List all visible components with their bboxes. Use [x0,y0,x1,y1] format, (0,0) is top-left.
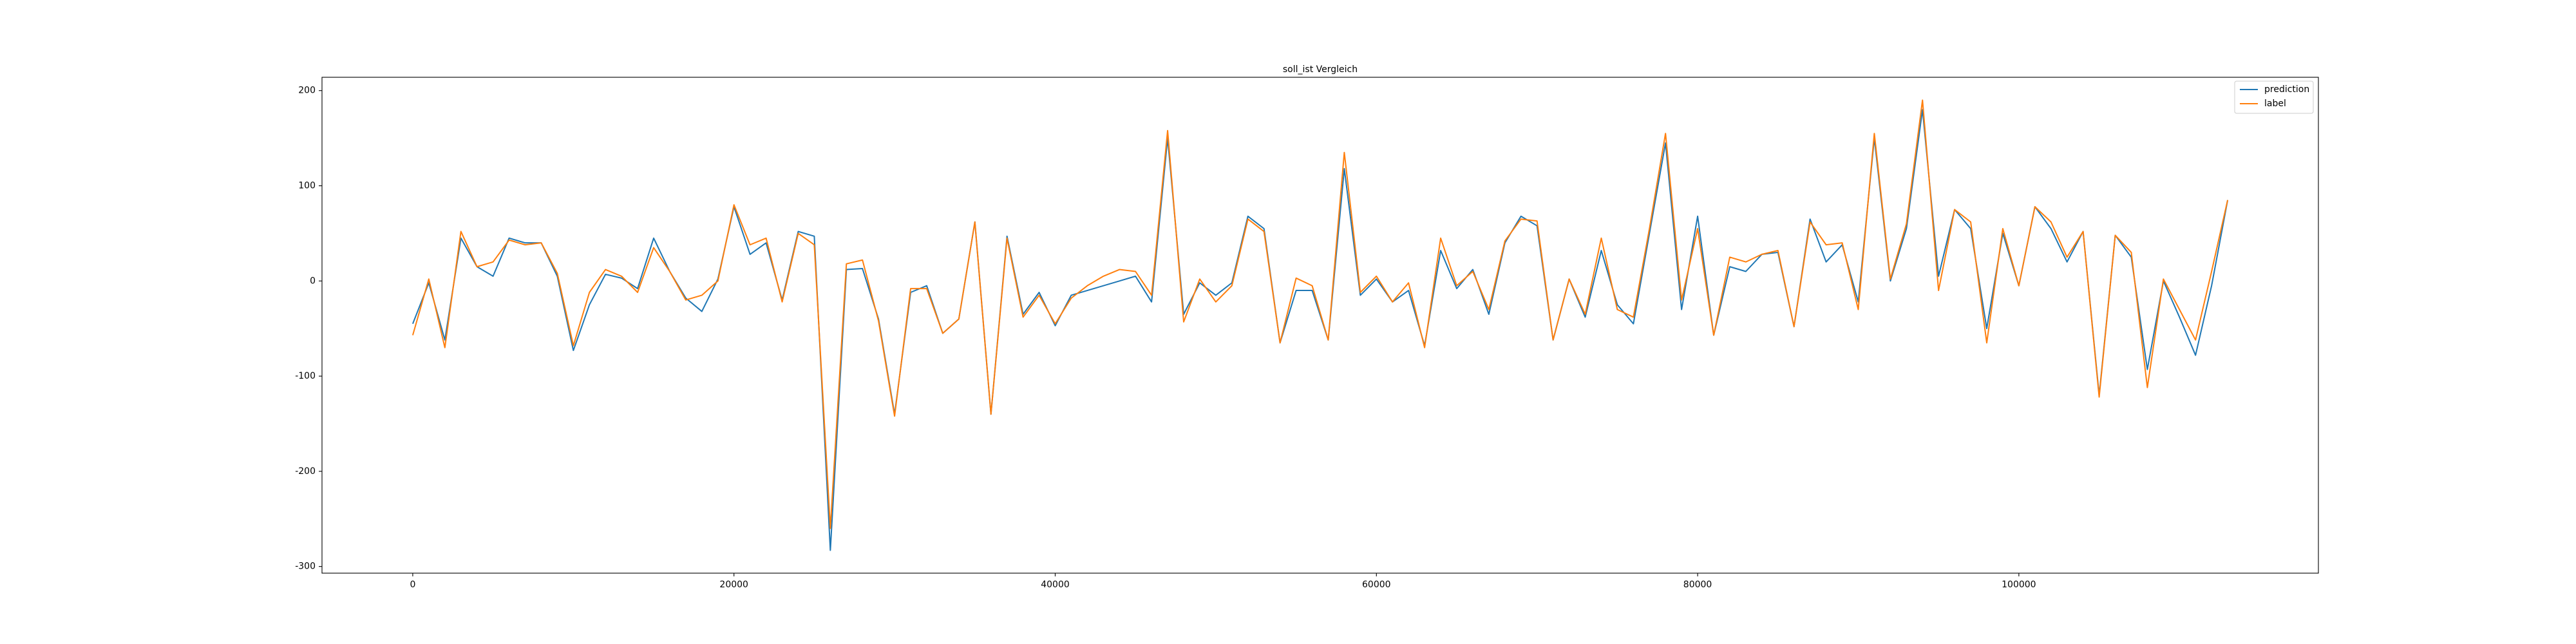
legend-label: prediction [2264,84,2309,95]
plot-frame [321,77,2319,574]
line-series [412,99,2229,529]
legend-label: label [2264,99,2286,109]
chart-title: soll_ist Vergleich [1283,64,1358,75]
x-tick-label: 80000 [1683,580,1712,590]
y-tick-label: 200 [298,86,316,96]
y-tick-label: -100 [295,371,316,381]
x-tick-label: 60000 [1362,580,1391,590]
y-tick-label: 0 [310,276,316,286]
y-tick-label: -300 [295,562,316,572]
x-tick-label: 20000 [719,580,748,590]
x-tick-label: 40000 [1041,580,1070,590]
y-tick-label: 100 [298,180,316,191]
x-tick-label: 100000 [2002,580,2036,590]
y-tick-label: -200 [295,466,316,477]
x-tick-label: 0 [410,580,415,590]
